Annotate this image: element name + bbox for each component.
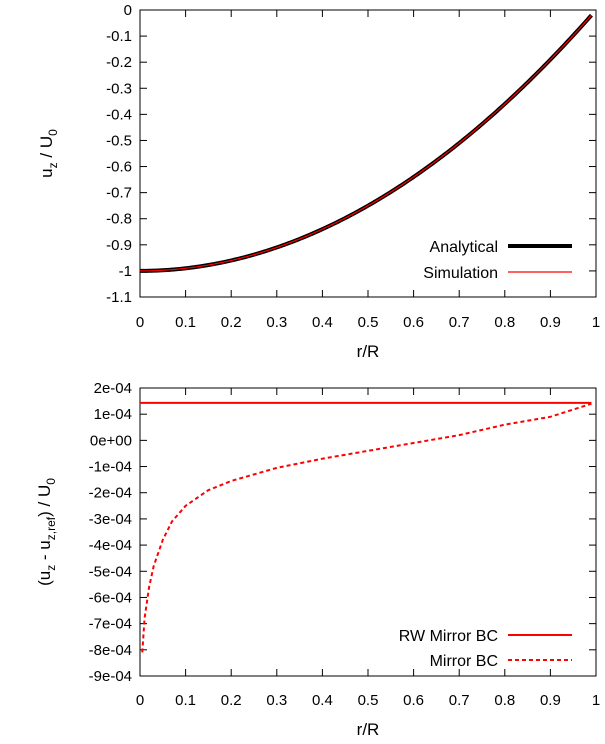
- x-tick-label: 1: [592, 692, 600, 709]
- y-axis-label-subscript: z,ref: [44, 516, 58, 540]
- x-tick-label: 0.3: [266, 692, 287, 709]
- y-tick-label: -0.1: [106, 28, 132, 45]
- y-tick-label: -8e-04: [89, 642, 132, 659]
- chart-velocity-profile: 0 0.1 0.2 0.3 0.4 0.5 0.6 0.7 0.8 0.9 1 0 -0.1 -0.2 -0…: [37, 2, 600, 361]
- x-tick-label: 0.3: [266, 314, 287, 331]
- y-tick-label: 2e-04: [94, 380, 132, 397]
- y-tick-label: -0.5: [106, 132, 132, 149]
- y-axis-label: (uz - uz,ref) / U0: [35, 478, 58, 586]
- y-axis-label-part: (u: [35, 571, 54, 586]
- y-tick-label: -7e-04: [89, 616, 132, 633]
- y-tick-label: -1: [119, 263, 132, 280]
- x-tick-label: 0.2: [221, 314, 242, 331]
- y-axis-label-part: u: [37, 168, 56, 177]
- y-tick-label: -0.4: [106, 106, 132, 123]
- y-tick-label: 0e+00: [90, 432, 132, 449]
- x-tick-label: 0.5: [358, 692, 379, 709]
- y-tick-label: -2e-04: [89, 485, 132, 502]
- y-axis-label-subscript: 0: [44, 478, 58, 485]
- legend-label-mirror-bc: Mirror BC: [430, 653, 498, 670]
- x-axis-label: r/R: [357, 720, 380, 739]
- series-line-analytical: [139, 13, 593, 273]
- y-tick-label: 0: [124, 2, 132, 19]
- y-tick-label: 1e-04: [94, 406, 132, 423]
- chart-velocity-error: 0 0.1 0.2 0.3 0.4 0.5 0.6 0.7 0.8 0.9 1 2e-04 1e-04 0…: [35, 380, 600, 739]
- y-tick-label: -0.2: [106, 54, 132, 71]
- x-tick-label: 0.7: [449, 314, 470, 331]
- y-tick-label: -3e-04: [89, 511, 132, 528]
- x-tick-label: 1: [592, 314, 600, 331]
- x-tick-label: 0.1: [175, 692, 196, 709]
- y-tick-label: -5e-04: [89, 563, 132, 580]
- x-tick-label: 0: [136, 692, 144, 709]
- x-tick-label: 0.4: [312, 692, 333, 709]
- y-tick-label: -0.9: [106, 237, 132, 254]
- x-tick-label: 0.7: [449, 692, 470, 709]
- plot-frame: [139, 9, 597, 298]
- series-line-mirror-bc: [141, 402, 592, 653]
- legend-label-rw-mirror-bc: RW Mirror BC: [399, 628, 498, 645]
- y-axis-label-part: ) / U: [35, 485, 54, 517]
- y-tick-label: -0.7: [106, 185, 132, 202]
- y-tick-label: -1e-04: [89, 459, 132, 476]
- y-axis-label-subscript: z: [46, 162, 60, 168]
- y-axis-label-subscript: 0: [46, 129, 60, 136]
- y-tick-label: -4e-04: [89, 537, 132, 554]
- legend-label-simulation: Simulation: [423, 265, 498, 282]
- plot-frame: [139, 387, 597, 677]
- y-tick-label: -0.3: [106, 80, 132, 97]
- x-tick-label: 0.1: [175, 314, 196, 331]
- x-tick-label: 0: [136, 314, 144, 331]
- y-tick-label: -6e-04: [89, 589, 132, 606]
- y-tick-label: -0.6: [106, 159, 132, 176]
- series-line-simulation: [139, 14, 592, 272]
- x-tick-label: 0.6: [403, 314, 424, 331]
- y-axis-label-subscript: z: [44, 565, 58, 571]
- y-axis-label-part: - u: [35, 540, 54, 565]
- x-tick-label: 0.2: [221, 692, 242, 709]
- y-axis-label: uz / U0: [37, 129, 60, 178]
- x-tick-label: 0.6: [403, 692, 424, 709]
- x-tick-label: 0.9: [540, 314, 561, 331]
- y-tick-label: -1.1: [106, 289, 132, 306]
- y-tick-label: -0.8: [106, 211, 132, 228]
- legend-label-analytical: Analytical: [430, 239, 498, 256]
- y-axis-label-part: / U: [37, 136, 56, 162]
- x-axis-label: r/R: [357, 342, 380, 361]
- x-tick-label: 0.4: [312, 314, 333, 331]
- x-tick-label: 0.8: [494, 314, 515, 331]
- x-tick-label: 0.9: [540, 692, 561, 709]
- x-tick-label: 0.5: [358, 314, 379, 331]
- x-tick-label: 0.8: [494, 692, 515, 709]
- y-tick-label: -9e-04: [89, 668, 132, 685]
